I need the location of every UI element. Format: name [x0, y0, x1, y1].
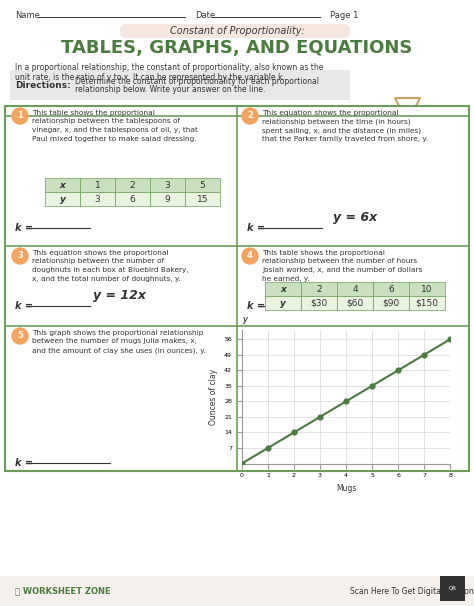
Text: 2: 2: [247, 112, 253, 121]
Bar: [115, 192, 150, 206]
Bar: [185, 178, 220, 192]
Text: $150: $150: [416, 299, 438, 307]
Text: y: y: [242, 315, 247, 324]
Text: This equation shows the proportional
relationship between the number of
doughnut: This equation shows the proportional rel…: [32, 250, 189, 282]
Point: [316, 412, 324, 422]
Point: [368, 381, 376, 391]
Text: Page 1: Page 1: [330, 12, 358, 21]
Text: 2: 2: [130, 181, 135, 190]
Text: k =: k =: [15, 301, 33, 311]
Text: 4: 4: [352, 284, 358, 293]
Point: [238, 459, 246, 468]
Bar: [10, 70, 350, 100]
Bar: [373, 282, 409, 296]
Text: $60: $60: [346, 299, 364, 307]
Ellipse shape: [402, 67, 414, 75]
Bar: [80, 178, 115, 192]
Ellipse shape: [406, 72, 420, 81]
Text: $90: $90: [383, 299, 400, 307]
Bar: [150, 192, 185, 206]
Text: Determine the constant of proportionality for each proportional: Determine the constant of proportionalit…: [75, 76, 319, 85]
Y-axis label: Ounces of clay: Ounces of clay: [210, 369, 219, 425]
Point: [342, 396, 350, 406]
Bar: [0, 576, 474, 606]
Text: 2: 2: [316, 284, 322, 293]
Text: Directions:: Directions:: [15, 81, 71, 90]
X-axis label: Mugs: Mugs: [336, 484, 356, 493]
Text: Constant of Proportionality:: Constant of Proportionality:: [170, 26, 304, 36]
Text: 4: 4: [247, 251, 253, 261]
Text: 15: 15: [197, 195, 208, 204]
Text: Name: Name: [15, 12, 40, 21]
Bar: [80, 192, 115, 206]
Bar: [409, 282, 445, 296]
Text: k =: k =: [247, 223, 265, 233]
Text: 9: 9: [164, 195, 170, 204]
Text: This graph shows the proportional relationship
between the number of mugs Julia : This graph shows the proportional relati…: [32, 330, 206, 353]
Point: [264, 443, 272, 453]
Bar: [45, 178, 80, 192]
Bar: [373, 296, 409, 310]
Text: 1: 1: [17, 112, 23, 121]
Text: This table shows the proportional
relationship between the tablespoons of
vinega: This table shows the proportional relati…: [32, 110, 198, 141]
Text: 5: 5: [200, 181, 205, 190]
Ellipse shape: [395, 75, 411, 87]
Point: [394, 365, 402, 375]
Text: 6: 6: [388, 284, 394, 293]
Text: 3: 3: [164, 181, 170, 190]
Text: y: y: [60, 195, 65, 204]
Text: Scan Here To Get Digital Version: Scan Here To Get Digital Version: [350, 587, 474, 596]
Bar: [185, 192, 220, 206]
FancyBboxPatch shape: [120, 24, 350, 38]
Text: 10: 10: [421, 284, 433, 293]
Bar: [301, 296, 337, 310]
Bar: [301, 282, 337, 296]
Bar: [337, 296, 373, 310]
Point: [447, 335, 454, 344]
Point: [290, 428, 298, 438]
Bar: [150, 178, 185, 192]
Bar: [440, 576, 465, 601]
Text: Date: Date: [195, 12, 215, 21]
Text: k =: k =: [15, 223, 33, 233]
Text: 3: 3: [17, 251, 23, 261]
Bar: [350, 21, 465, 111]
Text: 3: 3: [95, 195, 100, 204]
Bar: [265, 296, 301, 310]
Text: In a proportional relationship, the constant of proportionality, also known as t: In a proportional relationship, the cons…: [15, 63, 323, 82]
Text: 1: 1: [95, 181, 100, 190]
Bar: [45, 192, 80, 206]
Text: k =: k =: [247, 301, 265, 311]
Text: 6: 6: [129, 195, 136, 204]
Text: x: x: [60, 181, 65, 190]
Circle shape: [12, 108, 28, 124]
Circle shape: [12, 328, 28, 344]
Circle shape: [12, 248, 28, 264]
Ellipse shape: [394, 74, 402, 82]
Point: [420, 350, 428, 359]
Circle shape: [242, 248, 258, 264]
Text: 🌿 WORKSHEET ZONE: 🌿 WORKSHEET ZONE: [15, 587, 110, 596]
Text: This table shows the proportional
relationship between the number of hours
Josia: This table shows the proportional relati…: [262, 250, 422, 282]
Text: y: y: [280, 299, 286, 307]
Bar: [337, 282, 373, 296]
Bar: [265, 282, 301, 296]
Bar: [409, 296, 445, 310]
Text: 5: 5: [17, 331, 23, 341]
Bar: [115, 178, 150, 192]
Bar: [5, 106, 469, 471]
Text: TABLES, GRAPHS, AND EQUATIONS: TABLES, GRAPHS, AND EQUATIONS: [61, 39, 413, 57]
Text: k =: k =: [15, 458, 33, 468]
Text: This equation shows the proportional
relationship between the time (in hours)
sp: This equation shows the proportional rel…: [262, 110, 428, 142]
Text: relationship below. Write your answer on the line.: relationship below. Write your answer on…: [75, 84, 265, 93]
Text: x: x: [280, 284, 286, 293]
Circle shape: [242, 108, 258, 124]
Text: $30: $30: [310, 299, 328, 307]
Text: QR: QR: [448, 586, 456, 591]
Text: y = 6x: y = 6x: [333, 211, 377, 224]
Polygon shape: [395, 98, 420, 108]
Text: y = 12x: y = 12x: [93, 290, 146, 302]
